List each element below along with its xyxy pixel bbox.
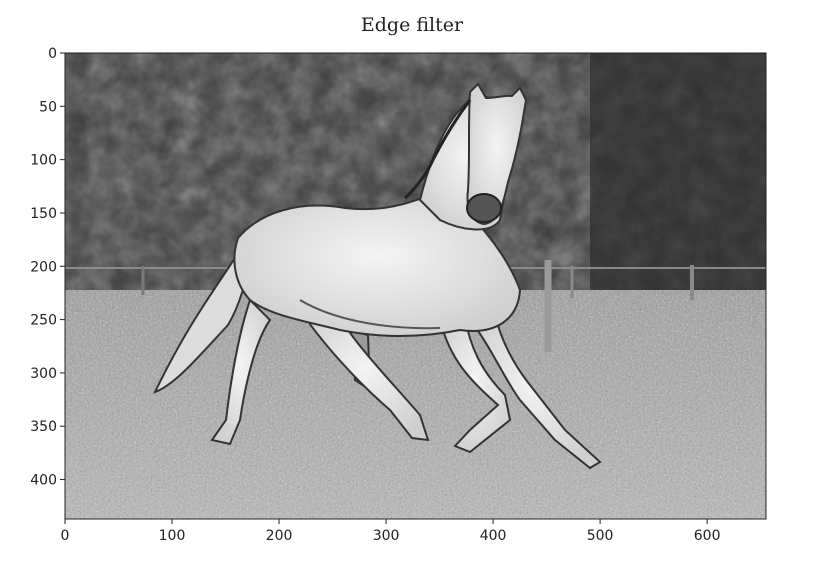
x-axis: 0 100 200 300 400 500 600 — [61, 519, 721, 544]
horse-mane — [404, 99, 472, 200]
x-tick-label: 600 — [694, 528, 721, 544]
x-tick-label: 200 — [266, 528, 293, 544]
y-tick-label: 250 — [30, 313, 57, 329]
horse-fore-leg-near — [438, 316, 512, 454]
x-tick-label: 0 — [61, 528, 70, 544]
horse-hind-leg — [210, 298, 272, 446]
horse-chest-shadow — [299, 299, 441, 330]
x-tick-label: 400 — [480, 528, 507, 544]
y-tick-label: 0 — [48, 46, 57, 62]
y-tick-label: 400 — [30, 473, 57, 489]
horse-muzzle — [466, 193, 502, 223]
plot-frame — [64, 52, 767, 520]
horse-tail — [153, 248, 252, 394]
y-tick-label: 200 — [30, 259, 57, 275]
y-tick-label: 300 — [30, 366, 57, 382]
chart-title: Edge filter — [361, 14, 464, 36]
y-axis: 0 50 100 150 200 250 300 350 400 — [30, 46, 65, 489]
x-tick-label: 300 — [373, 528, 400, 544]
horse-fore-leg — [468, 313, 602, 470]
y-tick-label: 50 — [39, 99, 57, 115]
y-tick-label: 150 — [30, 206, 57, 222]
horse-body — [233, 188, 522, 337]
x-tick-label: 500 — [587, 528, 614, 544]
x-tick-label: 100 — [159, 528, 186, 544]
y-tick-label: 100 — [30, 153, 57, 169]
horse — [153, 82, 602, 470]
horse-back-leg-near — [298, 309, 430, 442]
right-dark-area — [590, 53, 766, 293]
horse-head — [466, 82, 528, 226]
y-tick-label: 350 — [30, 419, 57, 435]
image-content — [65, 53, 766, 519]
